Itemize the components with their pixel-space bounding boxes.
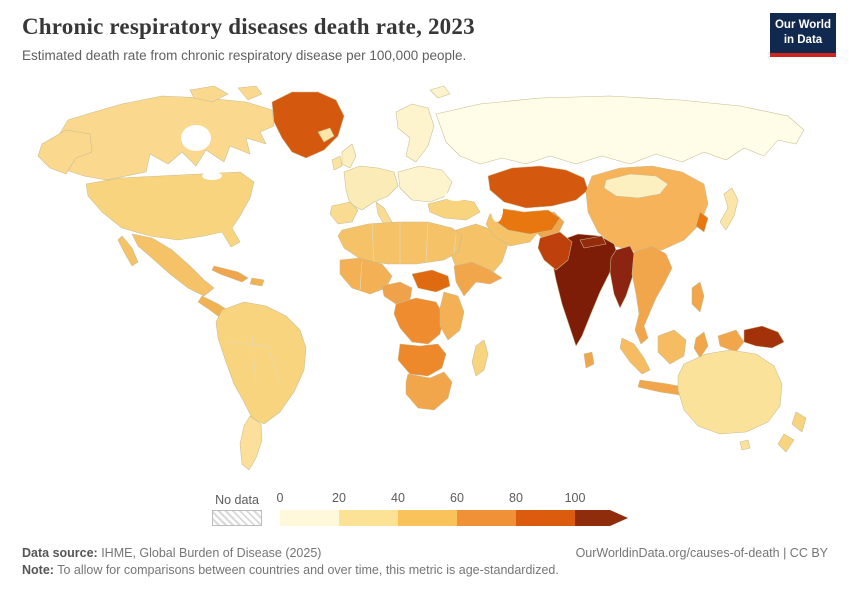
country-mexico[interactable] [117,233,215,297]
legend-bin-40-60[interactable] [398,510,457,526]
data-source-text: IHME, Global Burden of Disease (2025) [97,546,322,560]
legend-tick-40: 40 [391,491,405,505]
country-cuba[interactable] [211,265,249,283]
island-sulawesi[interactable] [693,331,709,359]
owid-logo-line1: Our World [774,19,831,32]
map-legend: No data 0 20 40 60 80 100 [212,491,628,526]
no-data-label: No data [215,493,259,507]
country-japan[interactable] [719,187,739,231]
legend-tick-20: 20 [332,491,346,505]
country-australia[interactable] [677,349,783,435]
country-ireland[interactable] [331,155,343,171]
legend-bin-80-100[interactable] [516,510,575,526]
chart-header: Chronic respiratory diseases death rate,… [22,14,740,63]
country-philippines[interactable] [691,281,705,313]
note-text: To allow for comparisons between countri… [53,562,559,577]
region-horn-of-africa[interactable] [453,261,503,297]
world-choropleth-map [37,85,807,471]
country-kazakhstan[interactable] [487,165,589,209]
country-myanmar[interactable] [609,245,637,309]
country-borders-overlay [227,221,457,385]
legend-bin-100-plus-arrow[interactable] [575,510,628,526]
chart-footer: Data source: IHME, Global Burden of Dise… [22,545,828,579]
legend-bin-20-40[interactable] [339,510,398,526]
region-east-africa[interactable] [439,291,465,341]
region-korea[interactable] [695,211,709,233]
chart-title: Chronic respiratory diseases death rate,… [22,14,475,39]
island-borneo[interactable] [657,329,687,365]
country-pakistan[interactable] [537,231,573,271]
island-tasmania[interactable] [739,439,751,451]
country-nepal[interactable] [579,235,607,249]
legend-tick-100: 100 [564,491,586,505]
legend-color-bar [280,510,628,526]
country-india[interactable] [551,233,619,347]
country-new-zealand[interactable] [777,411,807,453]
legend-tick-80: 80 [509,491,523,505]
country-turkey[interactable] [427,197,481,221]
country-mongolia[interactable] [603,173,669,199]
legend-scale: 0 20 40 60 80 100 [276,491,628,526]
country-greenland[interactable] [271,91,345,159]
owid-logo[interactable]: Our World in Data [770,13,836,57]
region-west-papua[interactable] [717,329,745,353]
note-label: Note: [22,562,54,577]
legend-bin-60-80[interactable] [457,510,516,526]
region-scandinavia[interactable] [395,103,435,163]
island-sumatra[interactable] [619,337,651,375]
country-canada[interactable] [55,95,275,181]
region-southeast-asia[interactable] [631,245,673,345]
country-central-african-republic[interactable] [411,269,451,293]
region-central-asia[interactable] [493,207,561,235]
data-source-label: Data source: [22,546,98,560]
arctic-island[interactable] [237,85,263,101]
island-hispaniola[interactable] [249,277,265,287]
region-southern-africa[interactable] [405,371,453,411]
region-iberia[interactable] [329,201,359,225]
no-data-swatch[interactable] [212,510,262,526]
country-uk[interactable] [341,143,357,169]
black-sea [445,191,467,201]
country-madagascar[interactable] [471,339,489,377]
svalbard-island[interactable] [429,85,451,99]
region-eastern-europe[interactable] [397,165,453,203]
legend-tick-0: 0 [276,491,284,505]
country-usa[interactable] [85,171,255,248]
legend-bin-0-20[interactable] [280,510,339,526]
legend-no-data: No data [212,493,262,526]
hudson-bay [181,125,211,151]
caspian-sea [491,198,503,222]
region-south-america-north[interactable] [215,301,307,425]
owid-citation-link[interactable]: OurWorldinData.org/causes-of-death | CC … [575,546,828,560]
region-angola-zambia[interactable] [397,343,447,377]
chart-subtitle: Estimated death rate from chronic respir… [22,48,467,63]
country-papua-new-guinea[interactable] [743,325,785,349]
footnote: Note: To allow for comparisons between c… [22,562,828,579]
owid-logo-line2: in Data [783,34,823,46]
country-sri-lanka[interactable] [583,351,595,369]
great-lakes [202,172,222,180]
arctic-island[interactable] [189,85,229,103]
legend-tick-60: 60 [450,491,464,505]
data-source: Data source: IHME, Global Burden of Dise… [22,545,321,562]
country-dr-congo[interactable] [393,297,445,345]
region-south-america-south[interactable] [239,415,263,471]
country-russia[interactable] [435,95,805,165]
country-alaska[interactable] [37,129,93,175]
region-western-europe[interactable] [343,165,399,211]
country-iceland[interactable] [317,127,335,143]
